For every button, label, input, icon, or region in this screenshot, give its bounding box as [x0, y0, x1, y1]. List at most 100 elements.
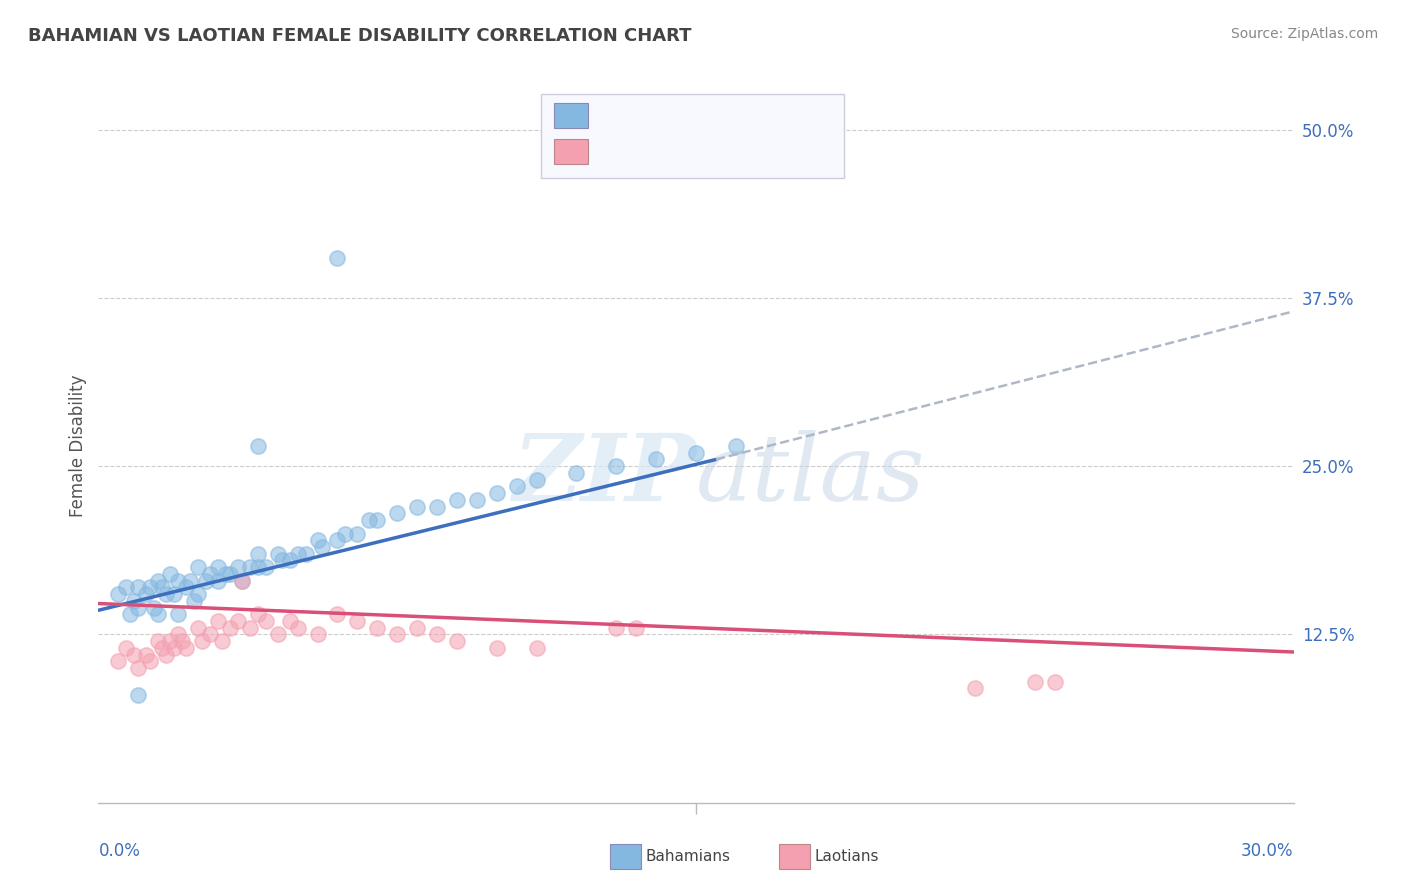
Point	[626, 621, 648, 635]
Text: 0.0%: 0.0%	[98, 842, 141, 860]
Point	[254, 560, 277, 574]
Text: 30.0%: 30.0%	[1241, 842, 1294, 860]
Point	[174, 580, 197, 594]
Point	[526, 473, 548, 487]
Text: R =  0.264    N = 62: R = 0.264 N = 62	[598, 107, 779, 125]
Text: R = -0.120    N = 43: R = -0.120 N = 43	[598, 143, 780, 161]
Point	[311, 540, 333, 554]
Point	[198, 566, 221, 581]
Point	[239, 621, 262, 635]
Point	[135, 587, 157, 601]
Point	[159, 566, 181, 581]
Text: atlas: atlas	[696, 430, 925, 519]
Point	[198, 627, 221, 641]
Point	[159, 634, 181, 648]
Point	[148, 607, 170, 622]
Point	[148, 634, 170, 648]
Point	[270, 553, 292, 567]
Point	[346, 614, 368, 628]
Point	[724, 439, 747, 453]
Point	[150, 580, 173, 594]
Point	[406, 500, 429, 514]
Point	[685, 446, 707, 460]
Point	[385, 506, 409, 520]
Point	[246, 547, 269, 561]
Point	[246, 560, 269, 574]
Point	[278, 553, 301, 567]
Point	[385, 627, 409, 641]
Point	[326, 607, 349, 622]
Point	[167, 627, 190, 641]
Point	[107, 655, 129, 669]
Point	[143, 600, 166, 615]
Point	[155, 648, 177, 662]
Point	[426, 500, 449, 514]
Point	[267, 547, 290, 561]
Point	[406, 621, 429, 635]
Point	[1043, 674, 1066, 689]
Point	[254, 614, 277, 628]
Point	[207, 560, 229, 574]
Point	[465, 492, 488, 507]
Point	[366, 621, 388, 635]
Point	[426, 627, 449, 641]
Point	[239, 560, 262, 574]
Point	[195, 574, 218, 588]
Point	[207, 574, 229, 588]
Point	[211, 634, 233, 648]
Text: Source: ZipAtlas.com: Source: ZipAtlas.com	[1230, 27, 1378, 41]
Point	[167, 574, 190, 588]
Point	[485, 640, 508, 655]
Point	[267, 627, 290, 641]
Point	[135, 648, 157, 662]
Text: Laotians: Laotians	[814, 849, 879, 863]
Point	[107, 587, 129, 601]
Point	[191, 634, 214, 648]
Text: Bahamians: Bahamians	[645, 849, 730, 863]
Text: ZIP: ZIP	[512, 430, 696, 519]
Point	[207, 614, 229, 628]
Point	[326, 251, 349, 265]
Point	[127, 688, 149, 702]
Point	[359, 513, 381, 527]
Point	[287, 621, 309, 635]
Point	[565, 466, 588, 480]
Point	[163, 587, 186, 601]
Point	[485, 486, 508, 500]
Point	[446, 634, 468, 648]
Point	[506, 479, 529, 493]
Point	[226, 614, 249, 628]
Point	[231, 574, 253, 588]
Point	[155, 587, 177, 601]
Point	[150, 640, 173, 655]
Point	[307, 627, 329, 641]
Point	[366, 513, 388, 527]
Point	[172, 634, 194, 648]
Text: BAHAMIAN VS LAOTIAN FEMALE DISABILITY CORRELATION CHART: BAHAMIAN VS LAOTIAN FEMALE DISABILITY CO…	[28, 27, 692, 45]
Point	[335, 526, 357, 541]
Point	[115, 640, 138, 655]
Point	[183, 594, 205, 608]
Point	[526, 640, 548, 655]
Point	[226, 560, 249, 574]
Point	[179, 574, 201, 588]
Point	[148, 574, 170, 588]
Point	[307, 533, 329, 548]
Point	[294, 547, 316, 561]
Point	[287, 547, 309, 561]
Y-axis label: Female Disability: Female Disability	[69, 375, 87, 517]
Point	[120, 607, 142, 622]
Point	[167, 607, 190, 622]
Point	[124, 648, 146, 662]
Point	[246, 439, 269, 453]
Point	[187, 621, 209, 635]
Point	[446, 492, 468, 507]
Point	[346, 526, 368, 541]
Point	[278, 614, 301, 628]
Point	[326, 533, 349, 548]
Point	[163, 640, 186, 655]
Point	[246, 607, 269, 622]
Point	[127, 600, 149, 615]
Point	[139, 580, 162, 594]
Point	[219, 566, 242, 581]
